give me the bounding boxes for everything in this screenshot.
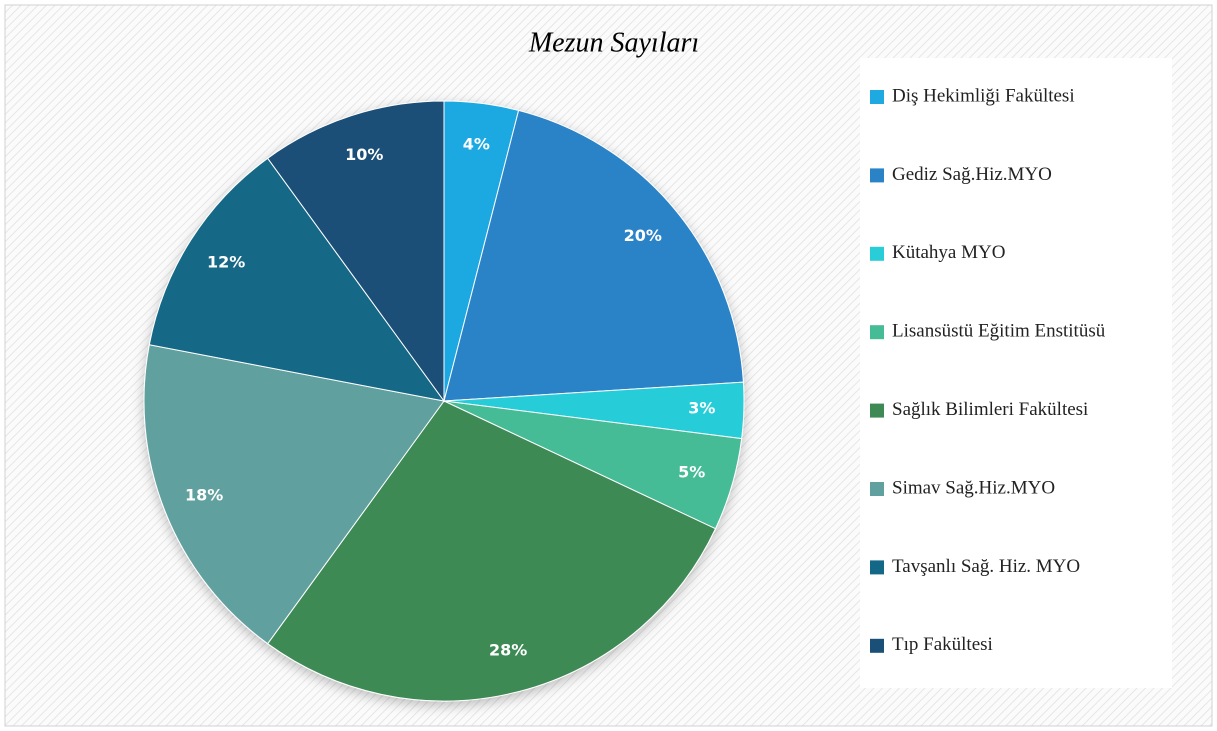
pie: [143, 100, 745, 702]
legend-label: Tavşanlı Sağ. Hiz. MYO: [892, 556, 1080, 577]
legend-swatch: [870, 560, 884, 575]
data-label: 28%: [489, 640, 527, 659]
data-label: 18%: [185, 485, 223, 504]
data-label: 3%: [688, 399, 715, 418]
legend-swatch: [870, 638, 884, 653]
legend-label: Tıp Fakültesi: [892, 634, 993, 655]
data-label: 10%: [345, 145, 383, 164]
data-label: 20%: [624, 226, 662, 245]
legend-swatch: [870, 403, 884, 418]
legend-label: Lisansüstü Eğitim Enstitüsü: [892, 321, 1106, 342]
chart-title: Mezun Sayıları: [528, 27, 699, 58]
slice: [266, 400, 717, 702]
data-label: 12%: [207, 252, 245, 271]
legend-swatch: [870, 168, 884, 183]
slice: [443, 109, 744, 402]
data-label: 5%: [678, 462, 705, 481]
slice: [143, 344, 445, 645]
slice: [266, 100, 445, 403]
data-label: 4%: [463, 135, 490, 154]
legend-swatch: [870, 246, 884, 261]
legend-swatch: [870, 90, 884, 104]
legend-swatch: [870, 482, 884, 496]
legend-label: Diş Hekimliği Fakültesi: [892, 85, 1075, 106]
legend-label: Gediz Sağ.Hiz.MYO: [892, 164, 1052, 185]
slice: [148, 157, 446, 402]
legend-label: Sağlık Bilimleri Fakültesi: [892, 399, 1088, 420]
legend-label: Simav Sağ.Hiz.MYO: [892, 477, 1055, 498]
legend-box: [860, 58, 1172, 688]
legend-label: Kütahya MYO: [892, 242, 1005, 263]
legend-swatch: [870, 325, 884, 340]
